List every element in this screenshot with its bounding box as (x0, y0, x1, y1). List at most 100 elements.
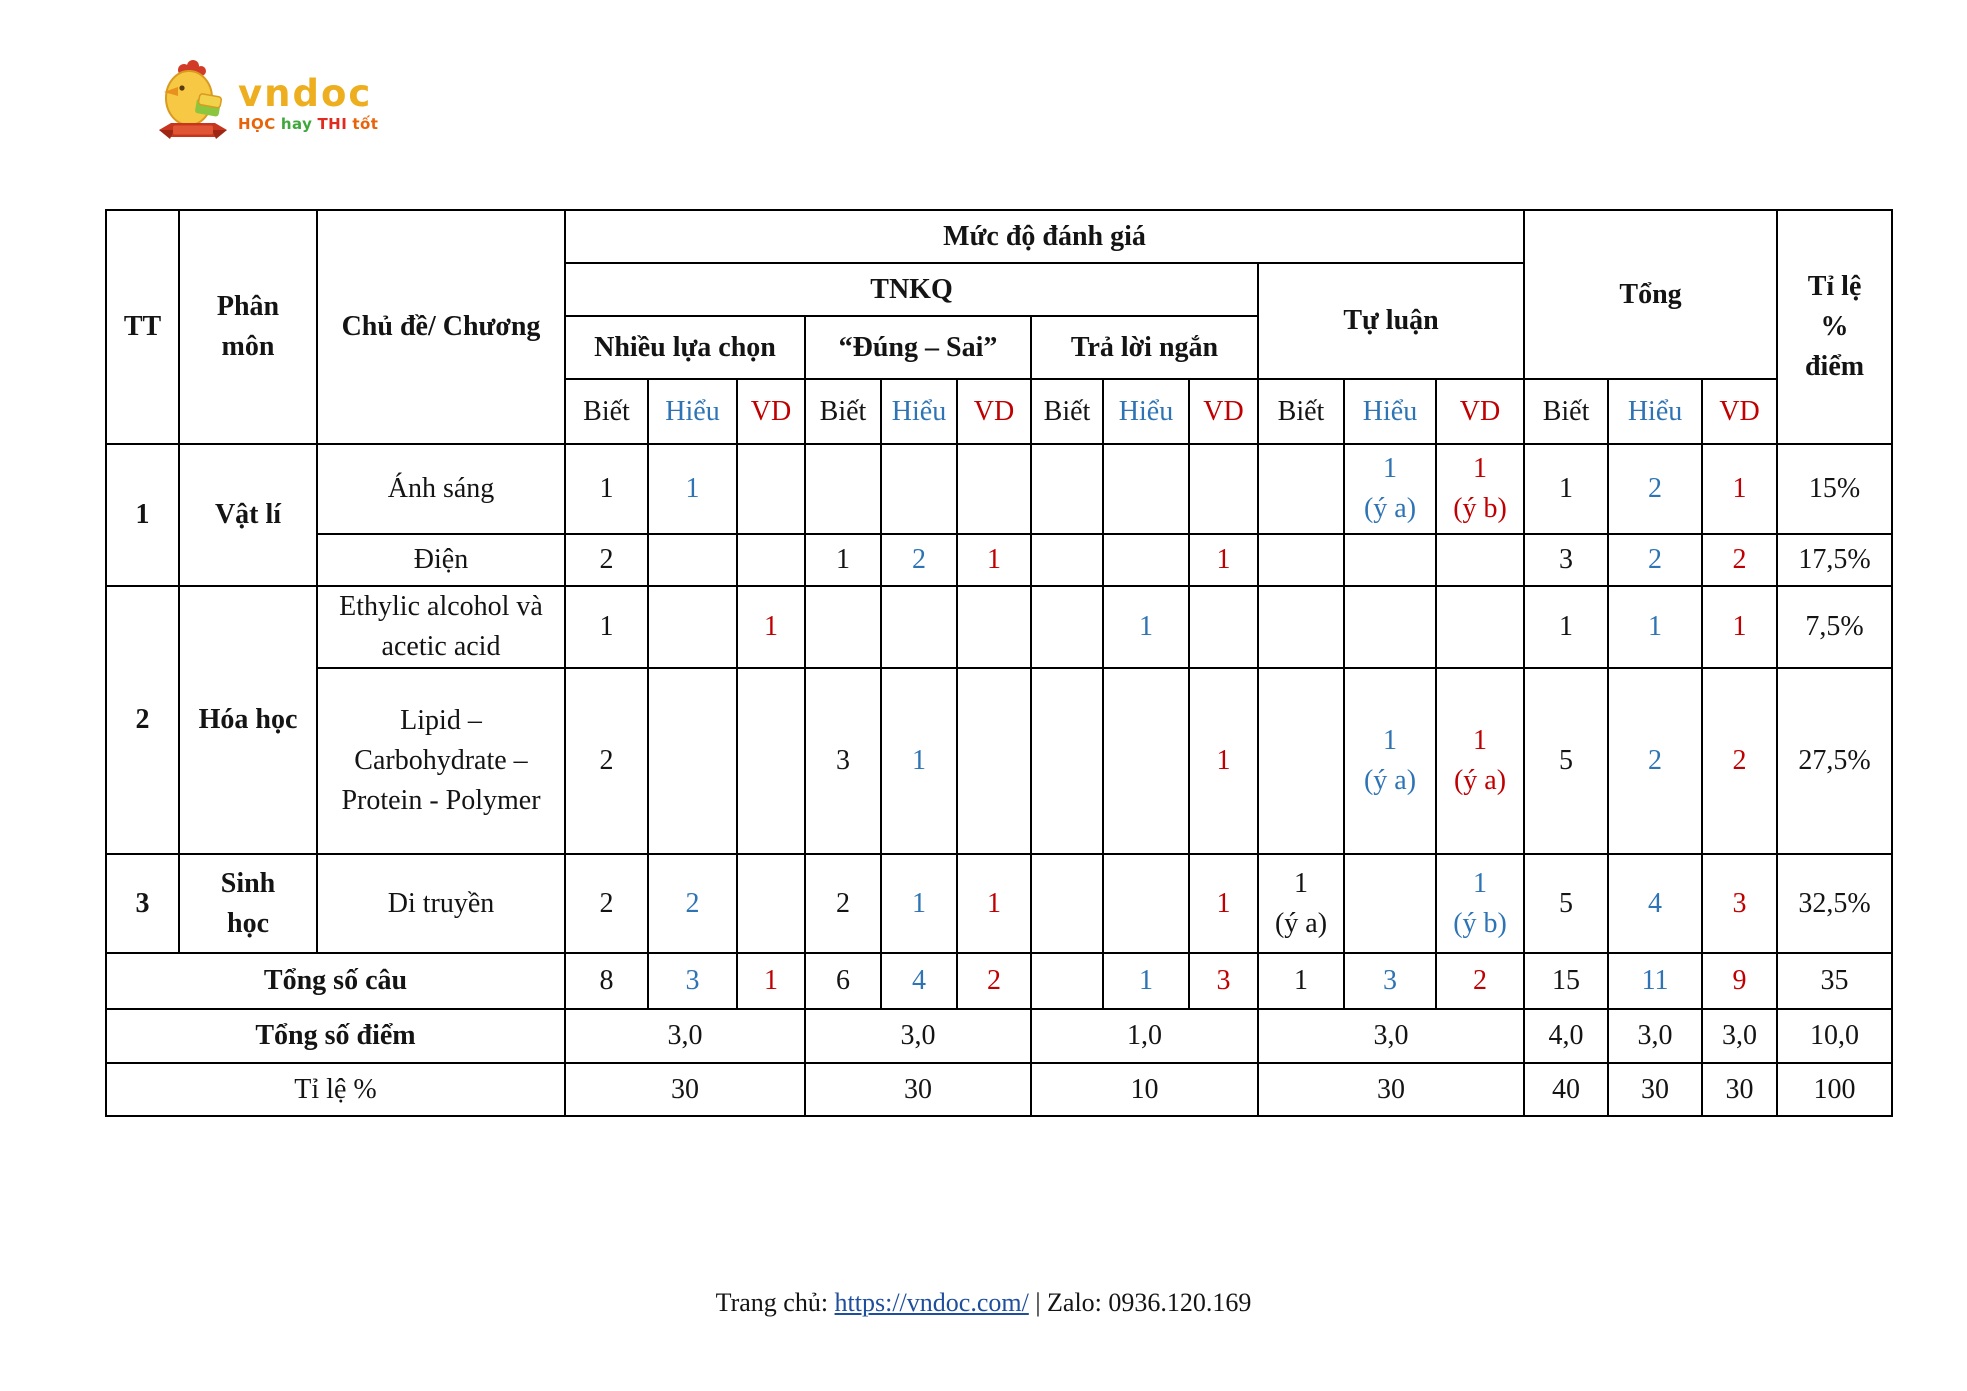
summary-cell: 35 (1776, 952, 1894, 1010)
footer-prefix: Trang chủ: (715, 1288, 835, 1317)
col-header-chu-de: Chủ đề/ Chương (316, 209, 566, 445)
matrix-body: 1 Vật lí Ánh sáng 1 1 1 (ý a) 1 (ý b) 1 2 1 15% Điệ… (105, 443, 1894, 1117)
count-cell: 1 (956, 533, 1032, 587)
tagline-word: tốt (352, 115, 379, 133)
tagline-word: hay (280, 115, 313, 133)
footer-suffix: | Zalo: 0936.120.169 (1028, 1288, 1252, 1317)
count-cell (1343, 533, 1437, 587)
summary-cell: 100 (1776, 1062, 1894, 1117)
count-cell: 1 (ý a) (1343, 667, 1437, 855)
summary-cell: 9 (1701, 952, 1779, 1010)
count-cell (736, 533, 806, 587)
tt-cell: 2 (105, 585, 180, 855)
count-cell: 1 (ý b) (1434, 853, 1526, 954)
count-cell (956, 443, 1032, 535)
summary-row: Tổng số câu 8 3 1 6 4 2 1 3 1 3 2 15 11 9 35 (105, 952, 1894, 1010)
rate-cell: 27,5% (1776, 667, 1894, 855)
count-cell: 1 (564, 585, 649, 669)
topic-row: 1 Vật lí Ánh sáng 1 1 1 (ý a) 1 (ý b) 1 2 1 15% (105, 443, 1894, 587)
summary-row: Tỉ lệ % 30 30 10 30 40 30 30 100 (105, 1062, 1894, 1117)
count-cell: 2 (1607, 443, 1704, 535)
summary-cell: 4,0 (1523, 1008, 1610, 1064)
level-header-apply: VD (1188, 378, 1259, 445)
count-cell: 1 (ý a) (1343, 443, 1437, 535)
col-header-dung-sai: “Đúng – Sai” (804, 315, 1032, 380)
summary-label: Tổng số điểm (105, 1008, 566, 1064)
logo-tagline: HỌC hay THI tốt (238, 115, 383, 133)
count-cell (1102, 443, 1190, 535)
tt-cell: 3 (105, 853, 180, 954)
count-cell: 5 (1523, 853, 1610, 954)
count-cell: 2 (564, 533, 649, 587)
count-cell: 1 (ý a) (1257, 853, 1345, 954)
count-cell: 2 (647, 853, 738, 954)
summary-cell: 30 (1701, 1062, 1779, 1117)
level-header-know: Biết (804, 378, 882, 445)
summary-cell (1030, 952, 1104, 1010)
summary-cell: 11 (1607, 952, 1704, 1010)
topic-cell: Lipid – Carbohydrate – Protein - Polymer (316, 667, 566, 855)
tagline-word: THI (317, 115, 348, 133)
topic-row: 3 Sinh học Di truyền 2 2 2 1 1 1 1 (ý a) 1 (ý b) 5 4… (105, 853, 1894, 954)
summary-cell: 1 (1257, 952, 1345, 1010)
level-header-know: Biết (564, 378, 649, 445)
tagline-word: HỌC (238, 115, 276, 133)
count-cell (1257, 667, 1345, 855)
level-header-understand: Hiểu (1102, 378, 1190, 445)
col-header-tu-luan: Tự luận (1256, 262, 1526, 380)
level-header-apply: VD (956, 378, 1032, 445)
count-cell: 1 (ý b) (1434, 443, 1526, 535)
count-cell (1257, 443, 1345, 535)
tt-cell: 1 (105, 443, 180, 587)
summary-cell: 3 (1188, 952, 1259, 1010)
count-cell: 1 (1607, 585, 1704, 669)
summary-cell: 3,0 (1701, 1008, 1779, 1064)
summary-cell: 6 (804, 952, 882, 1010)
count-cell (1102, 853, 1190, 954)
count-cell (1030, 585, 1104, 669)
col-header-muc-do-danh-gia: Mức độ đánh giá (563, 209, 1526, 264)
count-cell: 2 (1607, 667, 1704, 855)
col-header-phan-mon: Phân môn (178, 209, 318, 445)
summary-cell: 30 (564, 1062, 806, 1117)
exam-matrix-table: TT Phân môn Chủ đề/ Chương Mức độ đánh g… (105, 209, 1894, 1117)
count-cell (1343, 853, 1437, 954)
subject-cell: Hóa học (178, 585, 318, 855)
topic-row: Lipid – Carbohydrate – Protein - Polymer… (106, 667, 1894, 855)
count-cell (1257, 533, 1345, 587)
topic-cell: Di truyền (316, 853, 566, 954)
count-cell (804, 443, 882, 535)
count-cell: 1 (1102, 585, 1190, 669)
summary-row: Tổng số điểm 3,0 3,0 1,0 3,0 4,0 3,0 3,0 10,0 (105, 1008, 1894, 1064)
rate-cell: 15% (1776, 443, 1894, 535)
count-cell (880, 585, 958, 669)
page-footer: Trang chủ: https://vndoc.com/ | Zalo: 09… (0, 1288, 1967, 1318)
level-header-understand: Hiểu (647, 378, 738, 445)
count-cell: 5 (1523, 667, 1610, 855)
count-cell (1434, 585, 1526, 669)
summary-cell: 3,0 (804, 1008, 1032, 1064)
count-cell (647, 585, 738, 669)
count-cell: 1 (564, 443, 649, 535)
count-cell (1102, 667, 1190, 855)
count-cell: 1 (1188, 853, 1259, 954)
count-cell: 1 (956, 853, 1032, 954)
level-header-understand: Hiểu (1343, 378, 1437, 445)
summary-cell: 1 (1102, 952, 1190, 1010)
count-cell: 2 (1701, 533, 1779, 587)
level-header-apply: VD (1434, 378, 1526, 445)
count-cell: 1 (1523, 443, 1610, 535)
count-cell (736, 853, 806, 954)
col-header-nhieu-lua-chon: Nhiều lựa chọn (564, 315, 806, 380)
count-cell (1030, 443, 1104, 535)
summary-cell: 15 (1523, 952, 1610, 1010)
count-cell: 2 (564, 667, 649, 855)
summary-cell: 3 (1343, 952, 1437, 1010)
count-cell (1188, 585, 1259, 669)
topic-row: Điện 2 1 2 1 1 3 2 2 17,5% (106, 533, 1894, 587)
count-cell: 1 (804, 533, 882, 587)
level-header-row: Biết Hiểu VD Biết Hiểu VD Biết Hiểu VD Biết Hiểu VD… (106, 378, 1892, 445)
homepage-link[interactable]: https://vndoc.com/ (834, 1288, 1029, 1317)
level-header-understand: Hiểu (880, 378, 958, 445)
